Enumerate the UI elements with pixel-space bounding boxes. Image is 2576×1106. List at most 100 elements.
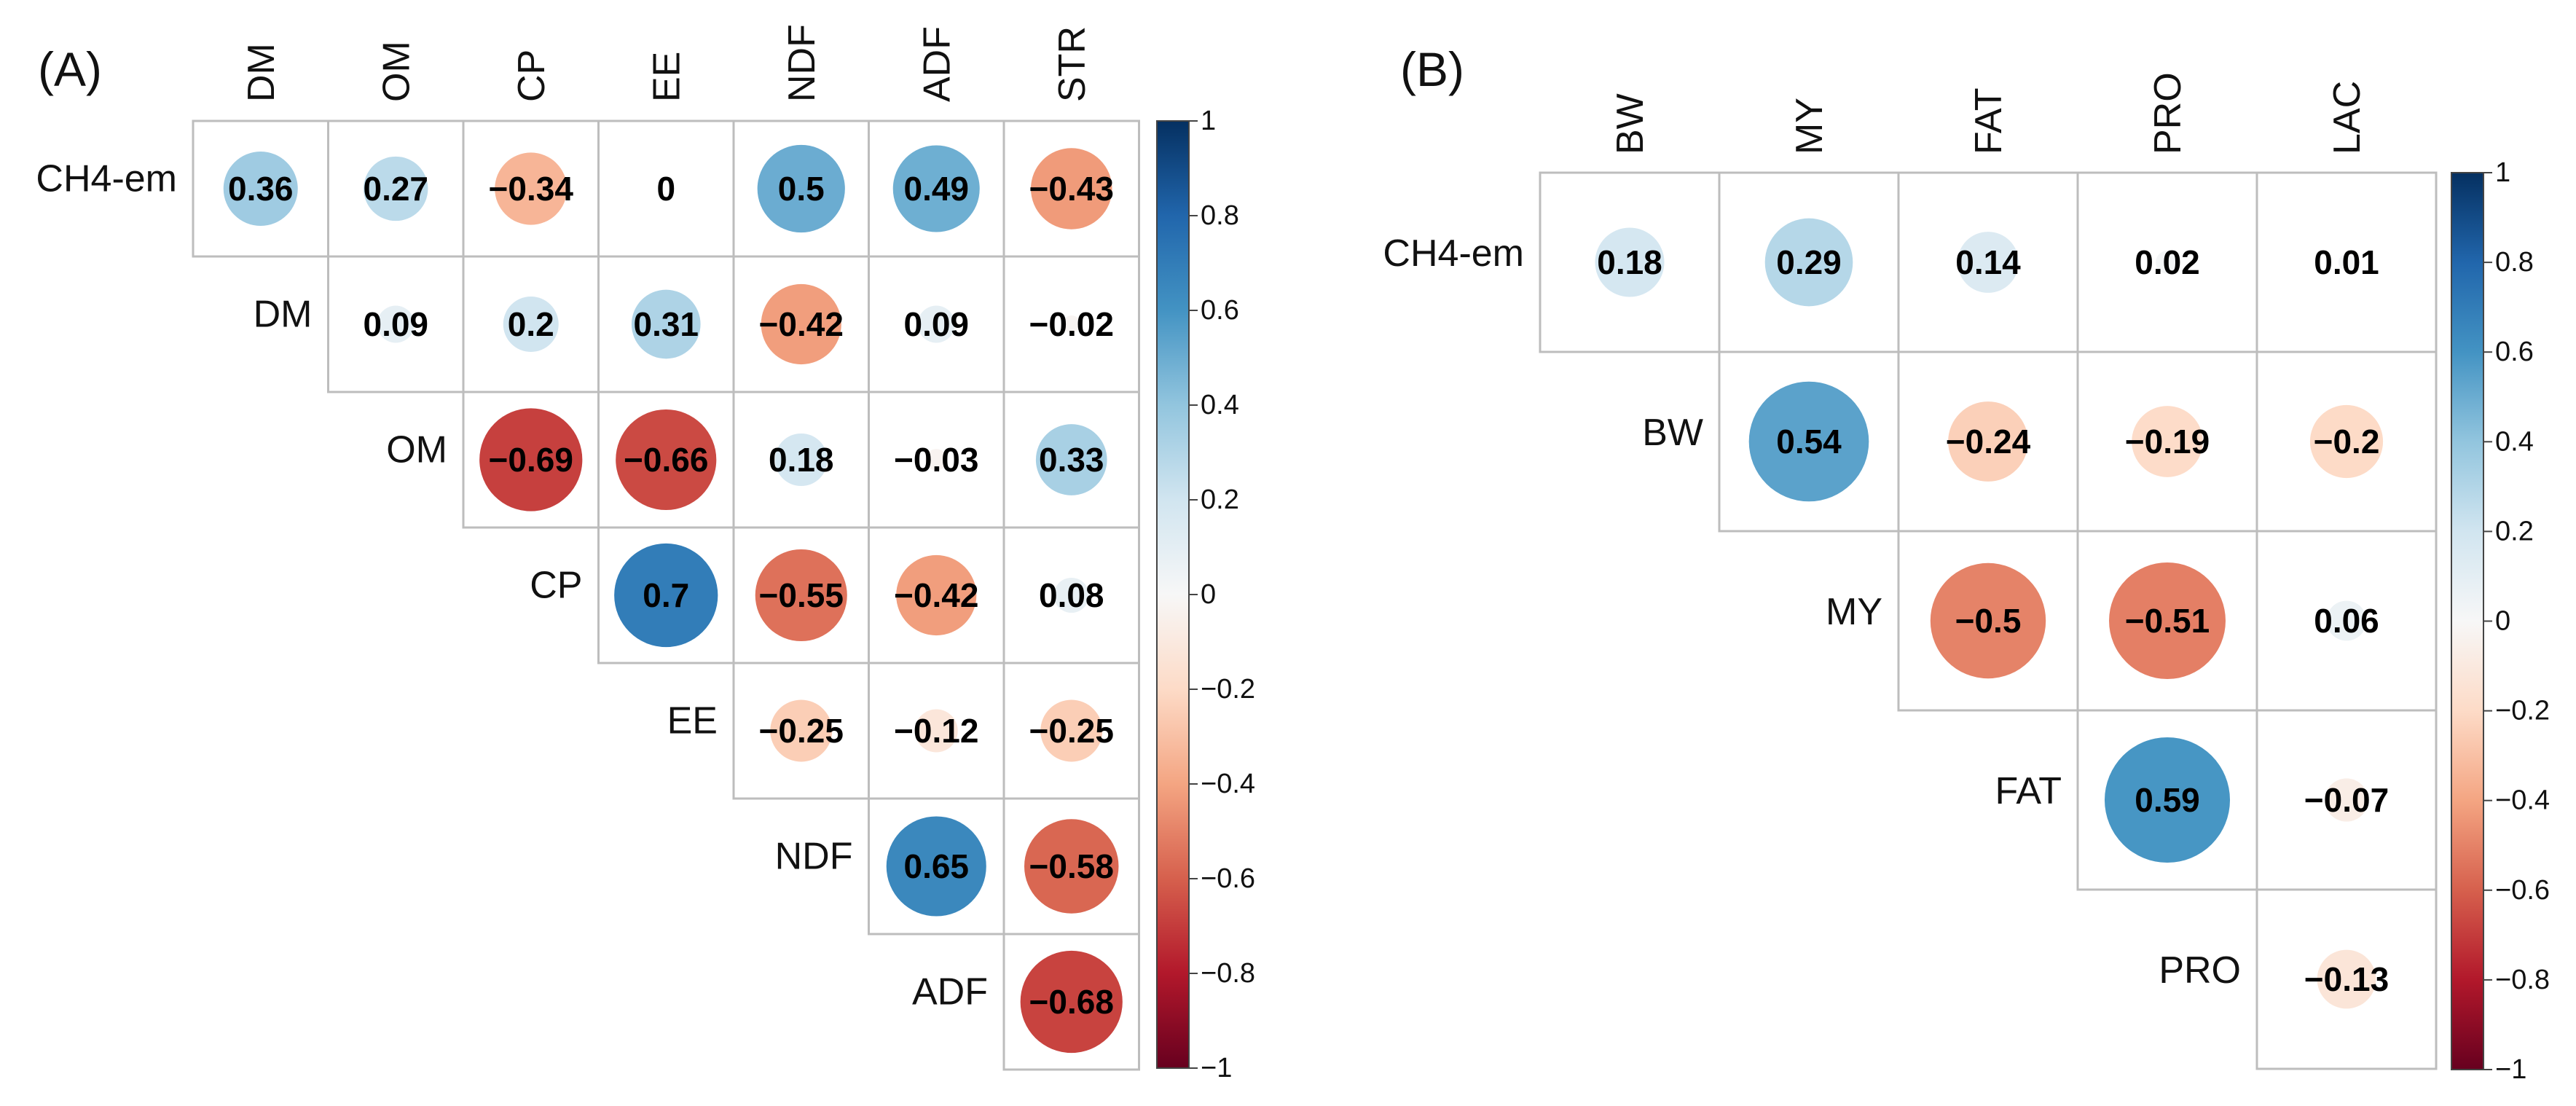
corr-circle (503, 296, 559, 353)
col-label: FAT (1968, 88, 2010, 154)
corr-circle (1748, 381, 1869, 502)
grid-cell (2255, 888, 2438, 1070)
corr-circle (1595, 227, 1665, 297)
corr-value: −0.13 (2304, 960, 2389, 998)
colorbar-tick-label: 0 (2495, 606, 2510, 637)
corr-value: −0.69 (489, 441, 573, 479)
corr-circle (914, 709, 958, 753)
colorbar-tick-label: 1 (2495, 157, 2510, 188)
row-label: CH4-em (1383, 232, 1524, 275)
corr-circle (631, 289, 701, 359)
corr-value: 0.5 (778, 170, 825, 208)
corr-circle (1035, 424, 1107, 495)
row-label: ADF (912, 971, 988, 1013)
colorbar-gradient (1156, 120, 1190, 1069)
col-label: EE (645, 52, 688, 102)
corr-circle (479, 408, 583, 511)
row-label: FAT (1995, 770, 2062, 812)
corr-circle (1957, 232, 2019, 293)
colorbar-tick-label: 0.6 (1201, 295, 1239, 326)
corr-circle (1948, 401, 2028, 482)
corr-value: 0.14 (1955, 243, 2021, 281)
row-label: BW (1642, 412, 1703, 454)
corr-value: −0.07 (2304, 781, 2389, 819)
corr-value: 0.02 (2135, 243, 2200, 281)
corr-value: 0.31 (633, 305, 699, 343)
col-label: ADF (916, 26, 958, 102)
corr-value: 0.18 (1597, 243, 1662, 281)
corr-value: −0.02 (1029, 305, 1114, 343)
colorbar-tick-label: 0 (1201, 579, 1216, 610)
corr-circle (2338, 254, 2355, 271)
colorbar-tick-label: 0.2 (2495, 516, 2534, 546)
colorbar-tick-label: −0.8 (1201, 958, 1255, 989)
row-label: OM (386, 429, 447, 471)
col-label: CP (511, 50, 553, 102)
colorbar-tick-label: 0.2 (1201, 485, 1239, 515)
corr-circle (2326, 600, 2367, 641)
col-label: BW (1609, 93, 1652, 154)
corr-value: 0.08 (1039, 576, 1104, 614)
row-label: CH4-em (36, 158, 177, 200)
corr-circle (2317, 949, 2376, 1009)
corr-value: −0.42 (894, 576, 978, 614)
colorbar-tick-label: 0.8 (1201, 200, 1239, 231)
colorbar-tick-label: 0.4 (1201, 390, 1239, 420)
colorbar-tick-label: −0.4 (2495, 785, 2550, 816)
corr-circle (1020, 950, 1123, 1054)
corr-value: 0.59 (2135, 781, 2200, 819)
colorbar-tick-label: −1 (1201, 1053, 1232, 1083)
corr-value: 0.06 (2314, 602, 2379, 640)
corr-circle (761, 283, 841, 365)
colorbar-tick-label: 0.8 (2495, 247, 2534, 278)
corr-circle (616, 409, 717, 511)
corr-value: 0.33 (1039, 441, 1104, 479)
corr-value: −0.34 (489, 170, 574, 208)
corr-circle (2104, 737, 2231, 863)
corr-circle (2132, 406, 2203, 477)
corr-circle (1053, 577, 1089, 613)
corr-circle (896, 554, 977, 636)
corr-value: −0.68 (1029, 983, 1114, 1021)
corr-value: 0.29 (1776, 243, 1842, 281)
corr-value: 0.7 (643, 576, 689, 614)
corr-value: −0.24 (1946, 423, 2031, 460)
col-label: STR (1051, 26, 1093, 102)
corr-value: 0.01 (2314, 243, 2379, 281)
colorbar-tick-label: −0.2 (1201, 674, 1255, 705)
panel-a-label: (A) (38, 42, 102, 96)
corr-circle (495, 152, 568, 225)
corr-value: 0.27 (363, 170, 428, 208)
row-label: MY (1826, 591, 1882, 633)
corr-circle (774, 433, 828, 487)
corr-circle (2325, 778, 2368, 822)
row-label: CP (530, 565, 582, 607)
corr-value: −0.66 (624, 441, 708, 479)
corr-circle (2156, 251, 2179, 274)
corr-value: −0.25 (759, 712, 844, 750)
row-label: EE (667, 700, 718, 742)
panel-b: (B) BW MY FAT PRO LAC CH4-em 0.18 0.29 0.14 0.02 0… (1383, 42, 2550, 1085)
col-label: OM (375, 41, 417, 102)
corr-value: −0.43 (1029, 170, 1114, 208)
corr-value: 0 (656, 170, 675, 208)
corr-circle (757, 144, 845, 233)
panel-b-colorbar: 1 0.8 0.6 0.4 0.2 0 −0.2 −0.4 −0.6 −0.8 −1 (2451, 157, 2550, 1085)
corr-value: −0.2 (2314, 423, 2380, 460)
colorbar-tick-label: 0.6 (2495, 337, 2534, 367)
corr-value: 0.36 (228, 170, 294, 208)
grid-cell (1002, 933, 1140, 1071)
corr-value: 0.09 (903, 305, 969, 343)
corr-value: −0.12 (894, 712, 978, 750)
corr-circle (1040, 699, 1103, 762)
row-label: DM (254, 294, 313, 336)
corr-circle (2309, 404, 2384, 479)
col-label: DM (240, 43, 283, 102)
corr-circle (925, 449, 947, 471)
corr-circle (886, 816, 986, 917)
corr-value: −0.58 (1029, 847, 1114, 885)
corr-circle (1062, 315, 1080, 334)
corr-value: −0.55 (759, 576, 844, 614)
corr-circle (2109, 562, 2226, 679)
